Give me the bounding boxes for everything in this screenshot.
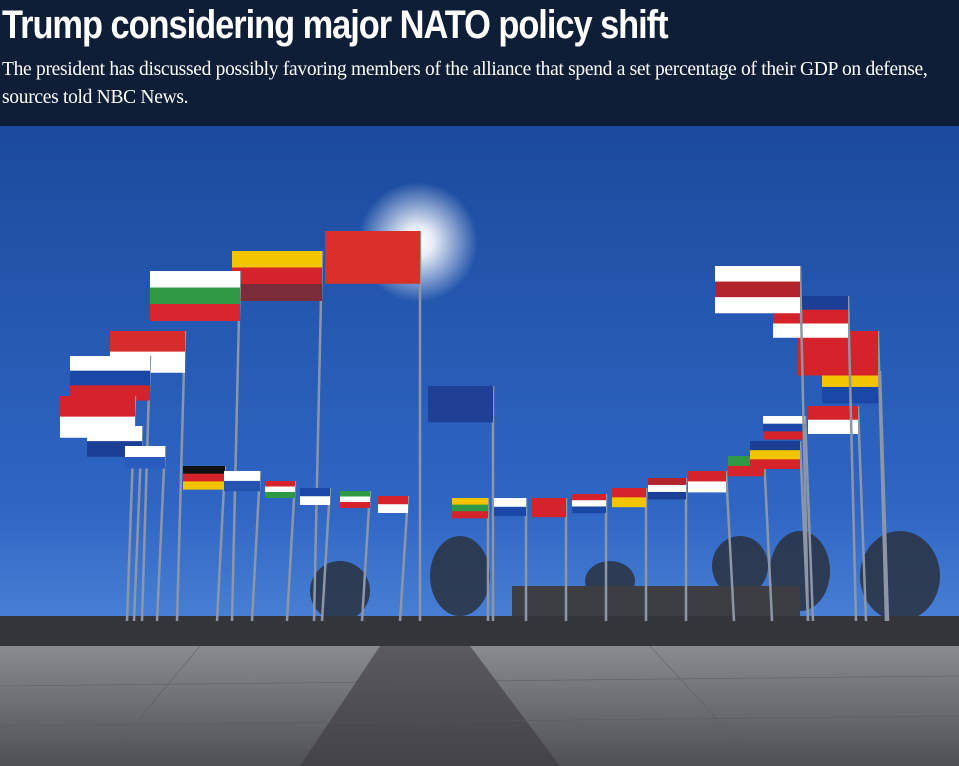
flag-pole	[175, 330, 187, 622]
flag	[428, 403, 493, 423]
flag	[763, 423, 805, 432]
flag-pole	[876, 330, 888, 622]
flag	[808, 419, 858, 434]
flag	[750, 459, 800, 469]
flag	[232, 251, 322, 268]
flag	[183, 473, 225, 482]
flag	[378, 504, 408, 513]
flag-group	[60, 231, 890, 622]
flag	[728, 456, 764, 467]
tree-line	[310, 531, 940, 621]
flag	[150, 287, 240, 305]
flag	[60, 396, 135, 418]
flag	[452, 498, 488, 506]
flag-pole	[846, 295, 858, 622]
flag-pole	[250, 470, 262, 622]
flag	[224, 480, 260, 492]
pole-shadow	[300, 646, 560, 766]
flag	[572, 494, 606, 501]
flag	[798, 353, 878, 376]
flag	[125, 446, 165, 458]
flag	[70, 356, 150, 372]
flag	[378, 496, 408, 505]
flag	[183, 481, 225, 490]
flag	[300, 488, 330, 497]
flag	[265, 481, 295, 487]
flag-pole	[724, 470, 736, 622]
article-dek: The president has discussed possibly fav…	[2, 59, 928, 108]
flag	[715, 281, 800, 298]
nato-flags-photo	[0, 126, 959, 766]
flag-pole	[215, 465, 227, 622]
flag	[70, 370, 150, 386]
flag	[763, 416, 805, 425]
flag	[763, 431, 805, 440]
flag-pole	[285, 480, 297, 622]
flag	[452, 511, 488, 519]
flag	[494, 506, 526, 517]
flag-pole	[312, 250, 324, 622]
flag	[494, 498, 526, 508]
flag	[125, 457, 165, 469]
flag	[572, 506, 606, 514]
flag	[183, 466, 225, 475]
flag	[612, 497, 646, 508]
flag	[532, 498, 566, 508]
flag	[648, 478, 686, 486]
flag	[532, 507, 566, 518]
flag	[150, 271, 240, 288]
flag	[428, 386, 493, 405]
flag	[232, 284, 322, 301]
paving-lines	[0, 645, 959, 766]
flag-pole	[798, 265, 810, 622]
flag	[340, 491, 370, 497]
flag	[728, 465, 764, 477]
flag	[340, 502, 370, 508]
flag	[150, 304, 240, 321]
flag	[808, 406, 858, 421]
flag	[232, 267, 322, 285]
article-header: Trump considering major NATO policy shif…	[0, 0, 959, 126]
flag	[688, 471, 726, 482]
flag-pole	[762, 455, 774, 622]
flag	[715, 266, 800, 283]
flag	[452, 504, 488, 512]
flag-pole	[155, 445, 167, 622]
flag	[612, 488, 646, 498]
flag	[224, 471, 260, 482]
flag	[773, 309, 848, 324]
flag-pole	[320, 487, 332, 622]
hero-photo	[0, 126, 959, 766]
flag	[300, 496, 330, 505]
flag	[265, 492, 295, 498]
flag	[715, 297, 800, 314]
flag	[325, 231, 420, 258]
flag	[265, 486, 295, 493]
flag	[750, 441, 800, 451]
flag-pole	[856, 405, 868, 622]
flag	[572, 500, 606, 507]
flag-pole	[398, 495, 410, 622]
flag-pole	[360, 490, 372, 622]
flag	[688, 481, 726, 493]
flag	[750, 450, 800, 460]
flag-pole	[803, 415, 815, 622]
flag	[110, 331, 185, 353]
flag	[648, 491, 686, 500]
flag	[325, 257, 420, 284]
flag-pole	[230, 270, 242, 622]
flag	[340, 496, 370, 503]
flag	[87, 426, 142, 442]
headline[interactable]: Trump considering major NATO policy shif…	[2, 3, 669, 47]
steps	[0, 616, 959, 646]
flag	[648, 484, 686, 493]
flag	[773, 323, 848, 338]
